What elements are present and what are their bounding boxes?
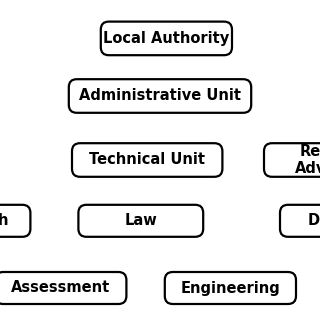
- FancyBboxPatch shape: [280, 205, 320, 237]
- Text: Law: Law: [124, 213, 157, 228]
- FancyBboxPatch shape: [69, 79, 251, 113]
- Text: Re
Adv: Re Adv: [295, 144, 320, 176]
- FancyBboxPatch shape: [72, 143, 222, 177]
- FancyBboxPatch shape: [0, 272, 126, 304]
- Text: Technical Unit: Technical Unit: [89, 153, 205, 167]
- Text: Administrative Unit: Administrative Unit: [79, 89, 241, 103]
- FancyBboxPatch shape: [165, 272, 296, 304]
- Text: Engineering: Engineering: [180, 281, 280, 295]
- FancyBboxPatch shape: [101, 22, 232, 55]
- Text: Local Authority: Local Authority: [103, 31, 229, 46]
- FancyBboxPatch shape: [0, 205, 30, 237]
- Text: Assessment: Assessment: [11, 281, 110, 295]
- Text: h: h: [0, 213, 8, 228]
- Text: D: D: [308, 213, 320, 228]
- FancyBboxPatch shape: [264, 143, 320, 177]
- FancyBboxPatch shape: [78, 205, 203, 237]
